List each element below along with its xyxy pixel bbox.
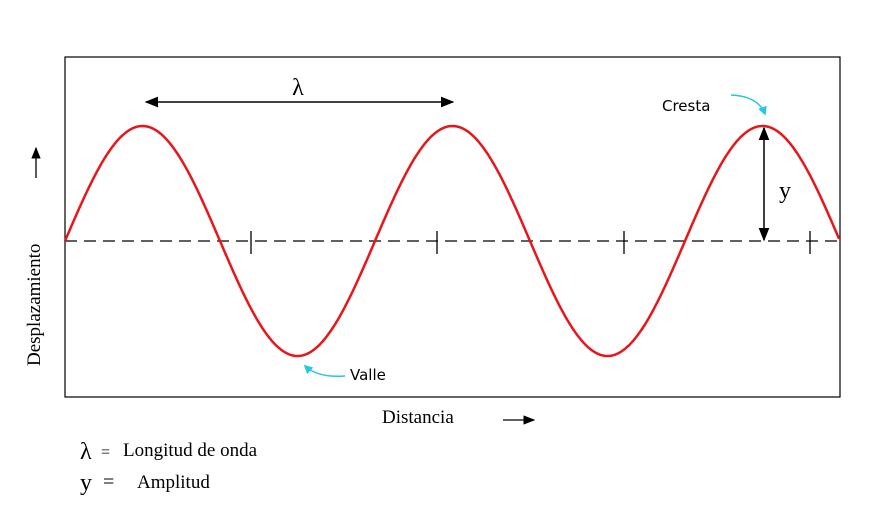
- crest-label: Cresta: [662, 97, 710, 115]
- trough-label: Valle: [350, 366, 386, 384]
- x-axis-label: Distancia: [382, 407, 454, 428]
- sine-wave: [63, 124, 841, 358]
- wavelength-symbol: λ: [292, 75, 304, 101]
- legend-equals: =: [101, 444, 110, 461]
- crest-pointer: [730, 94, 767, 116]
- plot-frame: [64, 56, 841, 398]
- legend-row-amplitude: y = Amplitud: [80, 470, 210, 496]
- tick-marks: [250, 231, 811, 254]
- legend-row-wavelength: λ = Longitud de onda: [80, 439, 258, 465]
- legend-text: Amplitud: [137, 472, 210, 493]
- trough-pointer: [303, 364, 346, 378]
- legend-symbol: λ: [80, 439, 92, 465]
- amplitude-symbol: y: [779, 178, 791, 204]
- legend-equals: =: [103, 471, 114, 493]
- legend-text: Longitud de onda: [123, 440, 258, 461]
- legend-symbol: y: [80, 470, 92, 496]
- y-axis-label: Desplazamiento: [24, 244, 45, 366]
